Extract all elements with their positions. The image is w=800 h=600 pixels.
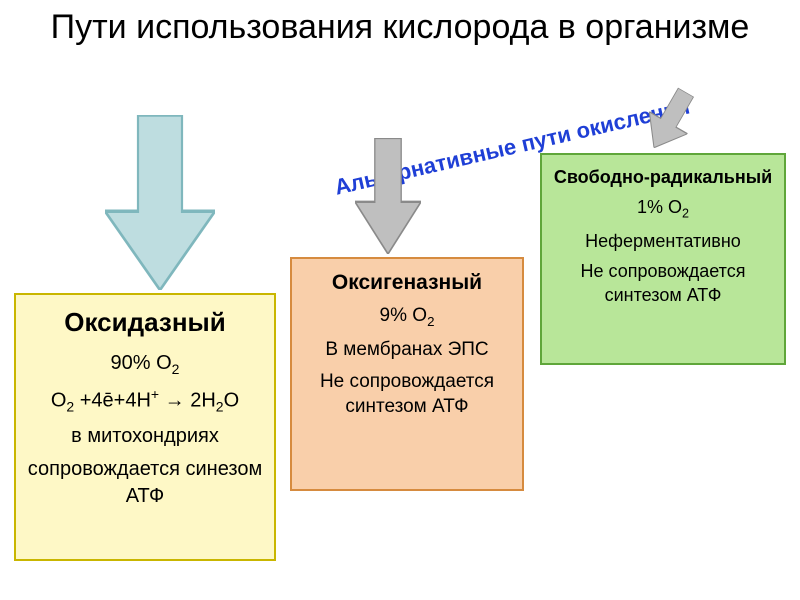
- line-text: 9% O2: [298, 303, 516, 331]
- oxygenase-header: Оксигеназный: [298, 269, 516, 297]
- line-text: O2 +4ē+4H+ → 2H2O: [22, 385, 268, 417]
- oxygenase-lines: 9% O2 В мембранах ЭПС Не сопровождается си…: [298, 303, 516, 420]
- page-title: Пути использования кислорода в организме: [0, 8, 800, 47]
- line-text: Не сопровождается синтезом АТФ: [298, 369, 516, 420]
- line-text: Неферментативно: [548, 229, 778, 253]
- line-text: 1% O2: [548, 195, 778, 223]
- freeradical-box: Свободно-радикальный 1% O2 Неферментативн…: [540, 153, 786, 365]
- oxidase-box: Оксидазный 90% O2 O2 +4ē+4H+ → 2H2O в мито…: [14, 293, 276, 561]
- line-text: Не сопровождается синтезом АТФ: [548, 259, 778, 308]
- line-text: в митохондриях: [22, 423, 268, 450]
- oxidase-header: Оксидазный: [22, 305, 268, 340]
- oxygenase-box: Оксигеназный 9% O2 В мембранах ЭПС Не сопр…: [290, 257, 524, 491]
- freeradical-header: Свободно-радикальный: [548, 165, 778, 189]
- line-text: В мембранах ЭПС: [298, 337, 516, 363]
- oxidase-lines: 90% O2 O2 +4ē+4H+ → 2H2O в митохондриях соп…: [22, 350, 268, 509]
- line-text: сопровождается синезом АТФ: [22, 456, 268, 510]
- freeradical-lines: 1% O2 Неферментативно Не сопровождается си…: [548, 195, 778, 307]
- arrow-freeradical-icon: [635, 81, 705, 158]
- line-text: 90% O2: [22, 350, 268, 379]
- arrow-oxidase-icon: [105, 115, 215, 290]
- arrow-oxygenase-icon: [355, 138, 421, 254]
